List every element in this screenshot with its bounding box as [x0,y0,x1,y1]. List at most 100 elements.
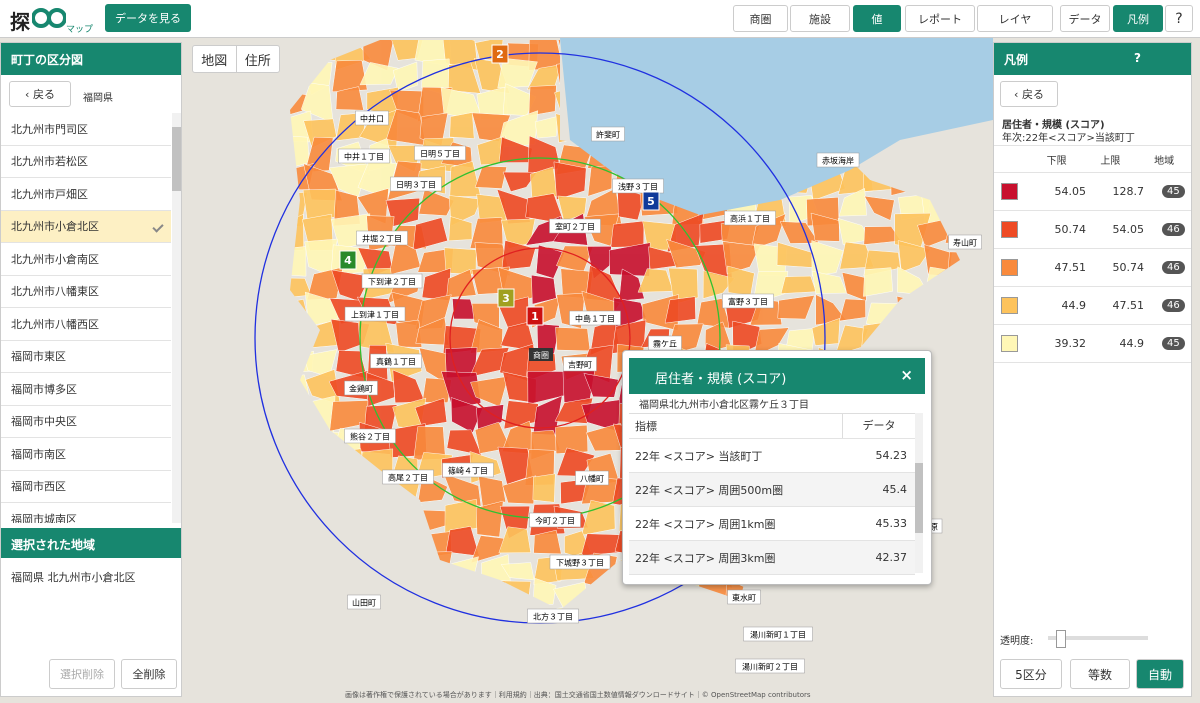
popup-header: 居住者・規模 (スコア) × [629,358,925,394]
nav-button[interactable]: レポート [905,5,975,32]
map-label: 篠崎４丁目 [448,466,488,476]
district [497,57,538,89]
district [553,161,587,201]
selected-header: 選択された地域 [1,528,181,558]
area-item[interactable]: 北九州市若松区 [1,146,171,178]
area-item[interactable]: 福岡市西区 [1,471,171,503]
legend-col-header: 下限 [1046,155,1067,167]
district [470,535,505,564]
map-label-box [727,589,761,605]
district [478,475,507,510]
area-item[interactable]: 北九州市八幡東区 [1,276,171,308]
popup: 居住者・規模 (スコア) × 福岡県北九州市小倉北区霧ケ丘３丁目 指標 データ 22年… [622,350,932,585]
area-item[interactable]: 福岡市城南区 [1,503,171,523]
area-item[interactable]: 北九州市戸畑区 [1,178,171,211]
district [534,115,559,139]
map-label-box [948,234,982,250]
top-bar: 探 マップ データを見る 商圏 施設値レポート レイヤ データ 凡例? [0,0,1200,38]
district [450,397,484,434]
layer-name: 居住者・規模 (スコア) [1002,120,1105,131]
district [528,85,557,117]
map-label: 寿山町 [953,238,977,248]
nav-button[interactable]: 商圏 [733,5,788,32]
area-item[interactable]: 福岡市南区 [1,438,171,471]
popup-close[interactable]: × [900,366,913,384]
map-label: 北方３丁目 [533,612,573,622]
legend-row: 47.51 50.74 46 [994,249,1191,287]
legend-control[interactable]: 自動 [1136,659,1184,689]
popup-table-header: 指標 データ [629,413,915,439]
district [498,526,532,554]
popup-address: 福岡県北九州市小倉北区霧ケ丘３丁目 [639,400,809,411]
district [555,327,591,352]
district [448,195,482,227]
area-name: 北九州市若松区 [11,155,88,169]
back-button[interactable]: ‹ 戻る [1000,81,1058,107]
toggle-button[interactable]: 住所 [235,46,280,72]
area-item[interactable]: 福岡市東区 [1,341,171,373]
panel-title: 町丁の区分図 [1,43,181,75]
marker-number: 5 [647,195,655,208]
map-label-box [344,306,406,322]
legend-control[interactable]: 5区分 [1000,659,1062,689]
help-button[interactable]: ? [1165,5,1193,32]
district [501,240,536,271]
legend-count: 45 [1162,185,1185,198]
back-button[interactable]: ‹ 戻る [9,81,71,107]
map-label: 中井１丁目 [344,152,384,162]
selected-item: 福岡県 北九州市小倉北区 [11,571,136,584]
legend-upper: 50.74 [1112,261,1145,274]
map-label: 今町２丁目 [535,516,575,526]
map-label: 東水町 [732,593,756,603]
area-item[interactable]: 北九州市小倉北区 [1,210,171,243]
district [474,165,508,189]
data-button[interactable]: データを見る [105,4,191,32]
area-item[interactable]: 福岡市中央区 [1,406,171,438]
tab-button[interactable]: データ [1060,5,1110,32]
legend-swatch [1001,259,1018,276]
legend-lower: 47.51 [1054,261,1087,274]
legend-control[interactable]: 等数 [1070,659,1130,689]
map-label: 熊谷２丁目 [350,432,390,442]
popup-metric: 22年 <スコア> 当該町丁 [635,449,763,463]
tab-button[interactable]: 凡例 [1113,5,1163,32]
map-label-box [527,608,579,624]
popup-metric: 22年 <スコア> 周囲1km圏 [635,517,776,531]
panel-button[interactable]: 全削除 [121,659,177,689]
area-name: 福岡市城南区 [11,512,77,523]
panel-button[interactable]: 選択削除 [49,659,115,689]
area-item[interactable]: 北九州市八幡西区 [1,308,171,341]
area-item[interactable]: 北九州市小倉南区 [1,243,171,276]
area-name: 福岡市博多区 [11,382,77,396]
opacity-label: 透明度: [1000,636,1034,647]
nav-button[interactable]: 施設 [790,5,850,32]
area-name: 北九州市門司区 [11,122,88,136]
map-label-box [549,218,601,234]
legend-help[interactable]: ? [1134,51,1141,65]
bay [560,38,993,215]
toggle-button[interactable]: 地図 [201,53,228,69]
district [810,212,840,242]
map-label-box [370,353,422,369]
district [838,298,866,322]
area-item[interactable]: 福岡市博多区 [1,373,171,406]
legend-count: 46 [1162,261,1185,274]
district [583,373,619,398]
district [666,239,707,269]
district [702,270,736,299]
nav-button[interactable]: レイヤ [977,5,1053,32]
district [476,500,504,538]
area-item[interactable]: 北九州市門司区 [1,113,171,146]
map-label-box [575,470,609,486]
legend-lower: 39.32 [1054,337,1087,350]
popup-row: 22年 <スコア> 当該町丁 54.23 [629,439,915,473]
map-label: 上到津１丁目 [351,310,399,320]
nav-button[interactable]: 値 [853,5,901,32]
district [580,533,622,557]
legend-lower: 44.9 [1061,299,1087,312]
opacity-slider[interactable] [1048,630,1148,648]
map-label: 室町２丁目 [555,222,595,232]
map-label-box [414,145,466,161]
district [446,269,477,299]
map-label: 日明５丁目 [420,150,460,159]
